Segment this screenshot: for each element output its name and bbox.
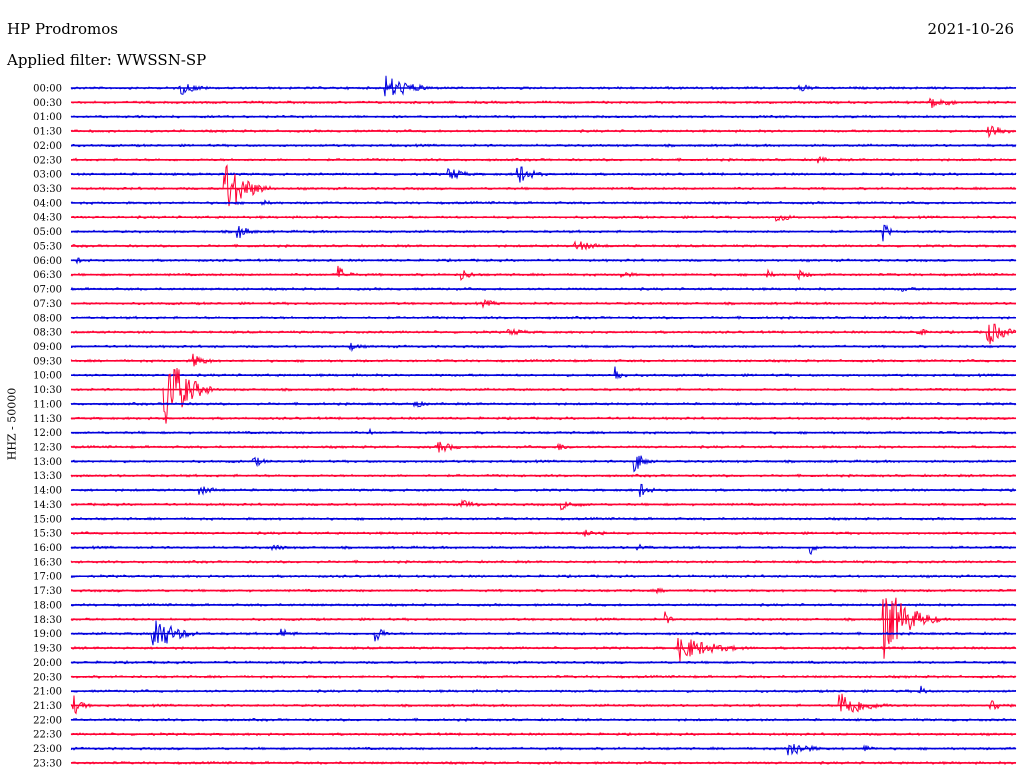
time-tick-label: 01:00 [33, 112, 62, 123]
time-tick-label: 23:30 [33, 758, 62, 769]
time-tick-label: 17:00 [33, 572, 62, 583]
time-tick-label: 05:30 [33, 241, 62, 252]
seismic-trace [70, 224, 1017, 242]
time-tick-label: 15:00 [33, 514, 62, 525]
time-tick-label: 07:00 [33, 285, 62, 296]
seismic-trace [70, 744, 1017, 756]
seismic-trace [70, 323, 1017, 345]
seismic-trace [70, 455, 1017, 473]
time-tick-label: 06:00 [33, 256, 62, 267]
time-tick-label: 09:00 [33, 342, 62, 353]
seismic-trace [70, 164, 1017, 207]
time-tick-label: 23:00 [33, 744, 62, 755]
time-tick-label: 21:30 [33, 701, 62, 712]
time-tick-label: 13:30 [33, 471, 62, 482]
time-tick-label: 22:30 [33, 730, 62, 741]
time-tick-label: 21:00 [33, 687, 62, 698]
filter-label: Applied filter: WWSSN-SP [7, 51, 207, 69]
seismic-trace [70, 265, 1017, 281]
time-tick-label: 13:00 [33, 457, 62, 468]
time-tick-label: 18:00 [33, 600, 62, 611]
time-tick-label: 08:00 [33, 313, 62, 324]
seismic-trace [70, 620, 1017, 646]
time-tick-label: 12:30 [33, 443, 62, 454]
time-tick-label: 05:00 [33, 227, 62, 238]
time-tick-label: 02:00 [33, 141, 62, 152]
time-tick-label: 00:00 [33, 84, 62, 95]
record-date: 2021-10-26 [927, 20, 1014, 38]
seismic-trace [71, 366, 1017, 380]
time-tick-label: 01:30 [33, 127, 62, 138]
seismic-trace [70, 97, 1017, 108]
time-tick-label: 09:30 [33, 356, 62, 367]
time-tick-label: 14:00 [33, 486, 62, 497]
time-tick-labels: 00:00 00:30 01:00 01:30 02:00 02:30 03:00 03:30… [33, 84, 62, 770]
time-tick-label: 19:30 [33, 644, 62, 655]
time-tick-label: 10:00 [33, 371, 62, 382]
seismic-trace [70, 638, 1017, 662]
time-tick-label: 15:30 [33, 529, 62, 540]
time-tick-label: 20:00 [33, 658, 62, 669]
seismic-trace [70, 75, 1017, 97]
time-tick-label: 12:00 [33, 428, 62, 439]
time-tick-label: 20:30 [33, 672, 62, 683]
time-tick-label: 03:30 [33, 184, 62, 195]
time-tick-label: 11:30 [33, 414, 62, 425]
time-tick-label: 10:30 [33, 385, 62, 396]
time-tick-label: 11:00 [33, 399, 62, 410]
time-tick-label: 04:30 [33, 213, 62, 224]
trace-group [70, 75, 1017, 766]
time-tick-label: 07:30 [33, 299, 62, 310]
seismic-trace [70, 597, 1017, 659]
time-tick-label: 03:00 [33, 170, 62, 181]
time-tick-label: 06:30 [33, 270, 62, 281]
time-tick-label: 19:00 [33, 629, 62, 640]
seismic-trace [70, 693, 1017, 715]
time-tick-label: 22:00 [33, 715, 62, 726]
station-name: HP Prodromos [7, 20, 118, 38]
time-tick-label: 16:00 [33, 543, 62, 554]
time-tick-label: 17:30 [33, 586, 62, 597]
time-tick-label: 00:30 [33, 98, 62, 109]
time-tick-label: 08:30 [33, 328, 62, 339]
time-tick-label: 14:30 [33, 500, 62, 511]
seismic-trace [70, 543, 1017, 556]
time-tick-label: 04:00 [33, 198, 62, 209]
time-tick-label: 18:30 [33, 615, 62, 626]
seismic-trace [70, 427, 1017, 436]
time-tick-label: 02:30 [33, 155, 62, 166]
time-tick-label: 16:30 [33, 557, 62, 568]
